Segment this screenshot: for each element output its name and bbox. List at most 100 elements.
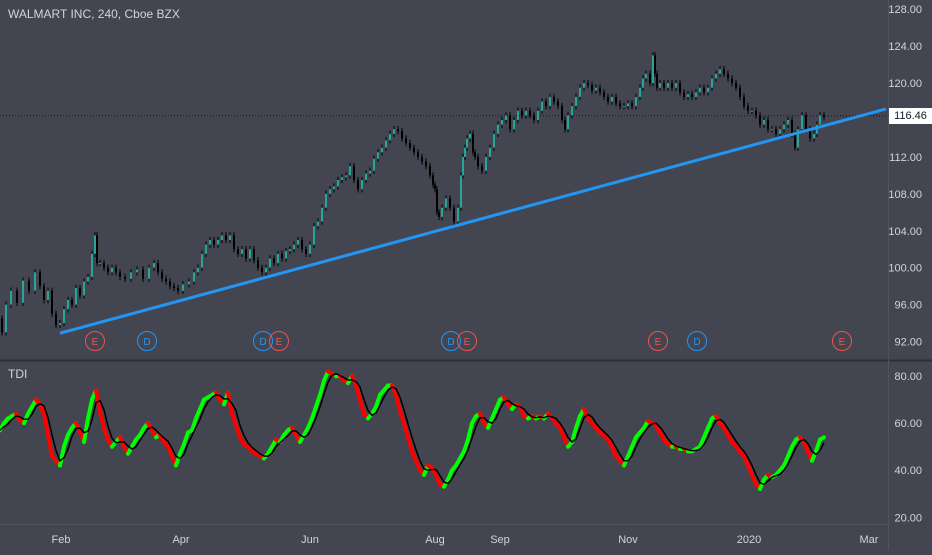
price-candle[interactable] bbox=[325, 193, 327, 208]
price-candle[interactable] bbox=[575, 96, 577, 107]
price-candle[interactable] bbox=[719, 69, 721, 74]
earnings-marker[interactable]: E bbox=[457, 331, 477, 351]
price-candle[interactable] bbox=[16, 290, 18, 303]
price-candle[interactable] bbox=[735, 83, 737, 88]
price-candle[interactable] bbox=[225, 235, 227, 240]
price-candle[interactable] bbox=[783, 124, 785, 130]
price-candle[interactable] bbox=[743, 96, 745, 107]
price-candle[interactable] bbox=[457, 207, 459, 222]
price-candle[interactable] bbox=[237, 249, 239, 254]
price-candle[interactable] bbox=[656, 73, 658, 88]
dividend-marker[interactable]: D bbox=[441, 331, 461, 351]
price-candle[interactable] bbox=[707, 87, 709, 93]
price-candle[interactable] bbox=[201, 253, 203, 268]
price-candle[interactable] bbox=[353, 166, 355, 180]
price-candle[interactable] bbox=[619, 103, 621, 107]
price-candle[interactable] bbox=[631, 103, 633, 107]
price-candle[interactable] bbox=[460, 175, 462, 208]
price-candle[interactable] bbox=[481, 166, 483, 171]
dividend-marker[interactable]: D bbox=[687, 331, 707, 351]
price-candle[interactable] bbox=[413, 147, 415, 153]
earnings-marker[interactable]: E bbox=[648, 331, 668, 351]
price-candle[interactable] bbox=[357, 180, 359, 190]
price-candle[interactable] bbox=[341, 177, 343, 180]
price-candle[interactable] bbox=[285, 251, 287, 259]
price-candle[interactable] bbox=[115, 267, 117, 273]
price-candle[interactable] bbox=[188, 281, 190, 285]
earnings-marker[interactable]: E bbox=[269, 331, 289, 351]
price-candle[interactable] bbox=[293, 244, 295, 250]
price-candle[interactable] bbox=[393, 129, 395, 134]
price-candle[interactable] bbox=[779, 129, 781, 134]
price-candle[interactable] bbox=[177, 288, 179, 291]
price-candle[interactable] bbox=[83, 281, 85, 296]
price-candle[interactable] bbox=[583, 83, 585, 88]
price-candle[interactable] bbox=[441, 207, 443, 217]
price-candle[interactable] bbox=[317, 221, 319, 227]
price-candle[interactable] bbox=[805, 115, 807, 130]
price-candle[interactable] bbox=[809, 129, 811, 139]
dividend-marker[interactable]: D bbox=[253, 331, 273, 351]
price-candle[interactable] bbox=[111, 267, 113, 273]
price-candle[interactable] bbox=[421, 156, 423, 162]
price-candle[interactable] bbox=[529, 110, 531, 116]
price-candle[interactable] bbox=[642, 78, 644, 88]
price-candle[interactable] bbox=[269, 258, 271, 268]
price-candle[interactable] bbox=[639, 87, 641, 97]
price-candle[interactable] bbox=[787, 120, 789, 125]
price-candle[interactable] bbox=[791, 120, 793, 134]
price-candle[interactable] bbox=[67, 300, 69, 310]
price-candle[interactable] bbox=[477, 156, 479, 167]
price-candle[interactable] bbox=[691, 94, 693, 97]
tdi-panel[interactable] bbox=[0, 369, 826, 492]
price-candle[interactable] bbox=[469, 133, 471, 139]
price-candle[interactable] bbox=[595, 87, 597, 91]
price-candle[interactable] bbox=[130, 272, 132, 279]
price-candle[interactable] bbox=[571, 106, 573, 116]
price-candle[interactable] bbox=[599, 87, 601, 93]
price-candle[interactable] bbox=[513, 120, 515, 130]
price-candle[interactable] bbox=[813, 133, 815, 139]
price-candle[interactable] bbox=[142, 269, 144, 279]
price-candle[interactable] bbox=[711, 78, 713, 88]
price-candle[interactable] bbox=[751, 110, 753, 112]
price-candle[interactable] bbox=[464, 147, 466, 157]
price-candle[interactable] bbox=[823, 115, 825, 118]
price-candle[interactable] bbox=[277, 253, 279, 264]
price-candle[interactable] bbox=[462, 156, 464, 176]
price-candle[interactable] bbox=[301, 240, 303, 250]
price-candle[interactable] bbox=[525, 110, 527, 116]
price-candle[interactable] bbox=[221, 235, 223, 240]
price-candle[interactable] bbox=[537, 110, 539, 120]
price-candle[interactable] bbox=[627, 103, 629, 107]
price-candle[interactable] bbox=[96, 235, 98, 264]
price-candle[interactable] bbox=[557, 101, 559, 107]
price-candle[interactable] bbox=[445, 198, 447, 208]
price-candle[interactable] bbox=[409, 143, 411, 148]
price-candle[interactable] bbox=[205, 244, 207, 254]
price-candle[interactable] bbox=[417, 152, 419, 157]
price-candle[interactable] bbox=[217, 240, 219, 245]
price-candle[interactable] bbox=[43, 286, 45, 300]
price-candle[interactable] bbox=[615, 96, 617, 104]
price-candle[interactable] bbox=[377, 152, 379, 159]
price-candle[interactable] bbox=[1, 318, 3, 333]
price-candle[interactable] bbox=[771, 129, 773, 131]
price-candle[interactable] bbox=[273, 258, 275, 264]
price-candle[interactable] bbox=[209, 240, 211, 245]
price-candle[interactable] bbox=[381, 147, 383, 153]
price-candle[interactable] bbox=[731, 78, 733, 84]
price-candle[interactable] bbox=[229, 235, 231, 240]
price-candle[interactable] bbox=[313, 226, 315, 245]
price-candle[interactable] bbox=[816, 124, 818, 134]
price-candle[interactable] bbox=[148, 267, 150, 279]
price-candle[interactable] bbox=[611, 96, 613, 102]
price-candle[interactable] bbox=[157, 263, 159, 273]
price-candle[interactable] bbox=[466, 138, 468, 148]
price-candle[interactable] bbox=[432, 175, 434, 185]
price-candle[interactable] bbox=[241, 249, 243, 254]
price-candle[interactable] bbox=[739, 87, 741, 97]
price-candle[interactable] bbox=[103, 263, 105, 268]
price-candle[interactable] bbox=[213, 240, 215, 245]
price-candle[interactable] bbox=[607, 96, 609, 102]
